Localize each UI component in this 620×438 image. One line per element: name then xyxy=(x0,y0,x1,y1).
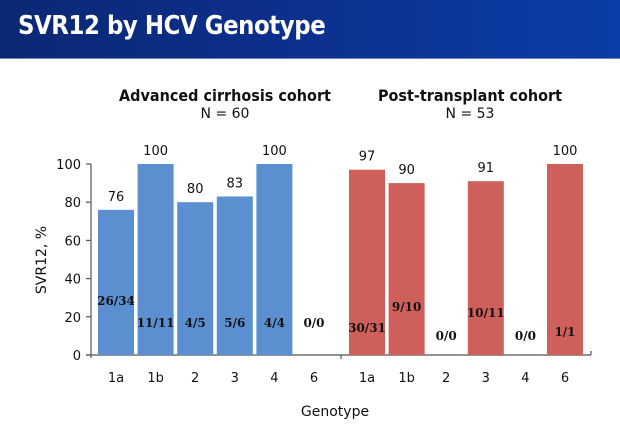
bar-transplant-1b xyxy=(388,183,425,355)
bar-transplant-3 xyxy=(467,181,504,355)
x-axis-title: Genotype xyxy=(301,404,369,420)
cohort-n-transplant: N = 53 xyxy=(445,106,495,122)
cohort-n-cirrhosis: N = 60 xyxy=(200,106,250,122)
bar-cirrhosis-1b xyxy=(137,164,174,355)
value-label: 100 xyxy=(553,144,578,159)
fraction-label: 5/6 xyxy=(224,316,245,330)
value-label: 100 xyxy=(143,144,168,159)
y-tick-label: 100 xyxy=(56,158,81,173)
fraction-label: 26/34 xyxy=(97,294,135,308)
y-tick-label: 40 xyxy=(64,273,81,288)
x-tick-label: 1a xyxy=(359,371,375,386)
value-label: 97 xyxy=(359,150,376,165)
x-tick-label: 4 xyxy=(521,371,529,386)
x-tick-label: 6 xyxy=(310,371,318,386)
x-tick-label: 4 xyxy=(270,371,278,386)
x-tick-label: 3 xyxy=(231,371,239,386)
fraction-label: 4/5 xyxy=(185,316,206,330)
value-label: 80 xyxy=(187,182,204,197)
value-label: 83 xyxy=(227,176,244,191)
x-tick-label: 1b xyxy=(398,371,415,386)
slide-title: SVR12 by HCV Genotype xyxy=(18,11,326,41)
value-label: 90 xyxy=(398,163,415,178)
cohort-title-cirrhosis: Advanced cirrhosis cohort xyxy=(119,86,331,105)
y-tick-label: 20 xyxy=(64,311,81,326)
fraction-label: 1/1 xyxy=(554,325,575,339)
value-label: 91 xyxy=(478,161,495,176)
x-tick-label: 1b xyxy=(147,371,164,386)
bar-cirrhosis-4 xyxy=(256,164,293,355)
x-tick-label: 1a xyxy=(108,371,124,386)
cohort-title-transplant: Post-transplant cohort xyxy=(377,86,563,105)
fraction-label: 0/0 xyxy=(436,329,457,343)
title-bar: SVR12 by HCV Genotype xyxy=(0,0,620,59)
fraction-label: 4/4 xyxy=(264,316,285,330)
fraction-label: 10/11 xyxy=(467,306,505,320)
y-tick-label: 0 xyxy=(73,349,81,364)
x-tick-label: 2 xyxy=(442,371,450,386)
y-tick-label: 80 xyxy=(64,196,81,211)
fraction-label: 0/0 xyxy=(303,316,324,330)
bar-cirrhosis-1a xyxy=(98,209,134,355)
bar-transplant-1a xyxy=(349,169,385,355)
bar-transplant-6 xyxy=(547,164,583,355)
x-tick-label: 6 xyxy=(561,371,569,386)
value-label: 76 xyxy=(108,190,125,205)
bar-cirrhosis-3 xyxy=(216,196,253,355)
fraction-label: 11/11 xyxy=(137,316,175,330)
value-label: 100 xyxy=(262,144,287,159)
y-tick-label: 60 xyxy=(64,234,81,249)
y-axis-title: SVR12, % xyxy=(34,226,50,294)
bar-cirrhosis-2 xyxy=(177,202,214,355)
fraction-label: 9/10 xyxy=(392,300,421,314)
x-tick-label: 3 xyxy=(482,371,490,386)
fraction-label: 30/31 xyxy=(348,321,386,335)
fraction-label: 0/0 xyxy=(515,329,536,343)
x-tick-label: 2 xyxy=(191,371,199,386)
